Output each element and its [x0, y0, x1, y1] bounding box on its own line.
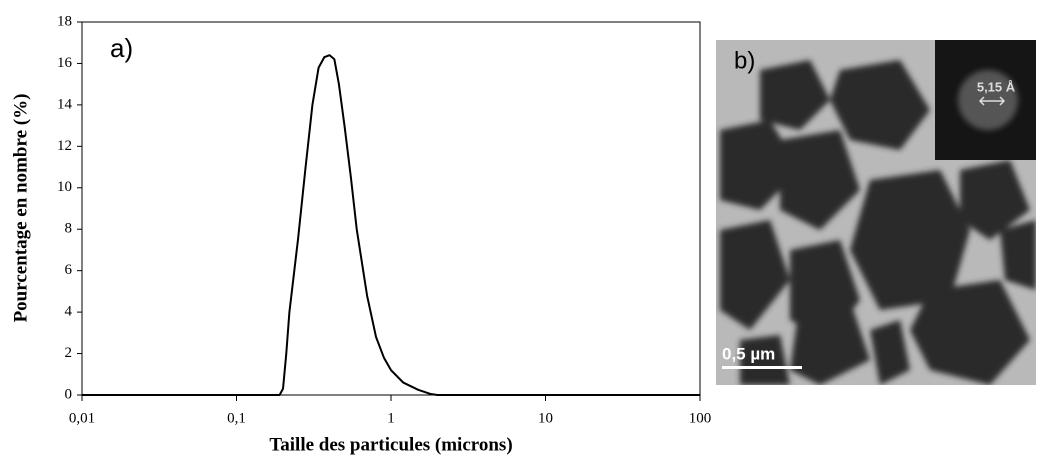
panel-label: a) [110, 33, 133, 63]
data-line [82, 54, 700, 396]
y-tick-label: 8 [65, 221, 73, 237]
y-axis-title: Pourcentage en nombre (%) [10, 94, 31, 323]
y-tick-label: 12 [57, 138, 72, 154]
x-axis-title: Taille des particules (microns) [269, 434, 512, 455]
y-tick-label: 0 [65, 386, 73, 402]
inset-label: 5,15 Å [977, 79, 1016, 94]
x-tick-label: 100 [689, 410, 712, 426]
plot-frame [81, 21, 701, 396]
y-tick-label: 4 [65, 304, 73, 320]
y-tick-label: 14 [57, 96, 73, 112]
inset-arrow [978, 96, 1006, 106]
panel-label-b: b) [734, 47, 755, 74]
x-tick-label: 10 [538, 410, 553, 426]
y-tick-label: 6 [65, 262, 73, 278]
y-tick-label: 18 [57, 13, 72, 29]
x-tick-label: 0,1 [227, 410, 246, 426]
diffraction-halo [958, 70, 1018, 130]
y-tick-label: 2 [65, 345, 73, 361]
x-tick-label: 1 [387, 410, 395, 426]
y-tick-label: 10 [57, 179, 72, 195]
x-tick-label: 0,01 [69, 410, 95, 426]
scale-bar [722, 366, 802, 369]
scale-label: 0,5 µm [722, 344, 775, 363]
y-tick-label: 16 [57, 55, 73, 71]
particles [720, 60, 1036, 385]
